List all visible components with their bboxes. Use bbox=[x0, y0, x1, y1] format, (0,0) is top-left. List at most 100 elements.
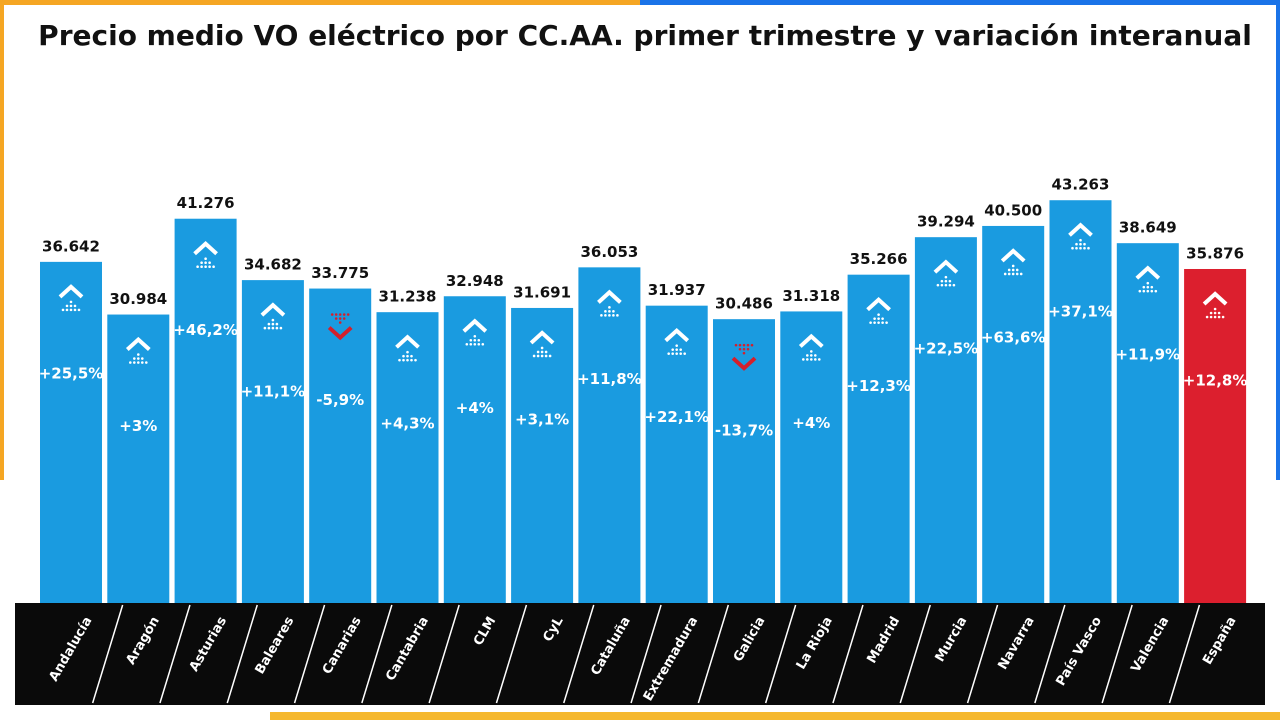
dot bbox=[1011, 268, 1015, 272]
separator bbox=[966, 604, 999, 704]
value-label: 43.263 bbox=[1052, 176, 1110, 194]
variation-label: +46,2% bbox=[173, 321, 238, 339]
dot bbox=[133, 361, 136, 364]
dot bbox=[137, 361, 140, 364]
trend-icon bbox=[933, 259, 959, 287]
variation-label: +25,5% bbox=[39, 364, 104, 382]
separator bbox=[899, 604, 931, 704]
dot bbox=[208, 261, 211, 265]
separator bbox=[159, 604, 191, 704]
dot bbox=[279, 326, 283, 330]
dot bbox=[885, 321, 888, 324]
separator bbox=[361, 604, 393, 704]
value-label: 31.937 bbox=[648, 281, 706, 299]
dot bbox=[402, 354, 405, 358]
bar bbox=[982, 225, 1045, 603]
dot bbox=[65, 308, 69, 312]
dot bbox=[69, 308, 73, 312]
dot bbox=[334, 313, 338, 316]
dot bbox=[414, 358, 417, 362]
dot bbox=[940, 279, 944, 283]
dot bbox=[196, 265, 199, 269]
chevron bbox=[125, 336, 151, 352]
dot bbox=[133, 357, 136, 360]
bar bbox=[443, 296, 506, 603]
dot bbox=[330, 313, 334, 316]
dot bbox=[675, 348, 678, 351]
decor bbox=[640, 0, 1280, 5]
dot bbox=[1213, 307, 1217, 311]
dot bbox=[338, 317, 342, 320]
dot bbox=[398, 358, 401, 362]
dot bbox=[536, 354, 540, 358]
dot bbox=[818, 358, 821, 361]
chevron bbox=[260, 302, 286, 317]
separator bbox=[832, 604, 864, 704]
dot bbox=[1003, 272, 1007, 276]
dot bbox=[342, 317, 346, 320]
label-band bbox=[15, 603, 1265, 705]
bar bbox=[1184, 268, 1247, 603]
dot bbox=[810, 358, 813, 361]
dot bbox=[65, 304, 69, 308]
dot bbox=[267, 322, 271, 326]
chevron bbox=[664, 327, 690, 343]
dot bbox=[137, 353, 140, 356]
dot bbox=[679, 348, 682, 351]
value-label: 40.500 bbox=[984, 201, 1042, 219]
dot bbox=[1154, 289, 1158, 293]
dot bbox=[877, 317, 880, 320]
dot bbox=[532, 354, 536, 358]
dot bbox=[1079, 246, 1082, 250]
trend-icon bbox=[193, 241, 218, 269]
dot bbox=[1150, 285, 1154, 289]
trend-icon bbox=[125, 336, 151, 364]
dot bbox=[208, 265, 211, 269]
dot bbox=[608, 310, 611, 313]
dot bbox=[612, 314, 615, 317]
dot bbox=[406, 358, 409, 362]
dot bbox=[881, 317, 884, 320]
variation-label: +11,1% bbox=[241, 383, 306, 401]
variation-label: +63,6% bbox=[981, 328, 1046, 346]
dot bbox=[1146, 285, 1150, 289]
dot bbox=[944, 279, 948, 283]
dot bbox=[814, 354, 817, 357]
dot bbox=[742, 347, 746, 351]
chevron bbox=[529, 330, 555, 345]
dot bbox=[802, 358, 805, 361]
bar bbox=[1049, 200, 1112, 603]
dot bbox=[1142, 285, 1146, 289]
chevron bbox=[327, 326, 353, 341]
variation-label: -5,9% bbox=[316, 391, 364, 409]
dot bbox=[540, 350, 544, 354]
separator bbox=[428, 604, 460, 704]
dot bbox=[604, 310, 607, 313]
dot bbox=[944, 275, 948, 279]
dot bbox=[806, 354, 809, 357]
dot bbox=[1075, 242, 1078, 246]
trend-icon bbox=[1202, 291, 1228, 319]
chevron bbox=[597, 289, 622, 304]
value-label: 32.948 bbox=[446, 272, 504, 290]
chevron bbox=[731, 356, 757, 371]
dot bbox=[1007, 272, 1011, 276]
variation-label: +4% bbox=[456, 399, 494, 417]
trend-icon bbox=[798, 333, 824, 361]
separator bbox=[563, 604, 595, 704]
dot bbox=[1011, 272, 1015, 276]
dot bbox=[612, 310, 615, 313]
trend-icon bbox=[1000, 248, 1026, 276]
dot bbox=[1011, 264, 1015, 268]
dot bbox=[1007, 268, 1011, 272]
dot bbox=[814, 358, 817, 361]
dot bbox=[406, 354, 409, 358]
dot bbox=[410, 358, 413, 362]
dot bbox=[810, 354, 813, 357]
dot bbox=[267, 326, 271, 330]
variation-label: +4,3% bbox=[380, 415, 434, 433]
dot bbox=[948, 279, 952, 283]
value-label: 41.276 bbox=[177, 194, 235, 212]
dot bbox=[473, 338, 477, 342]
bar bbox=[309, 288, 372, 603]
